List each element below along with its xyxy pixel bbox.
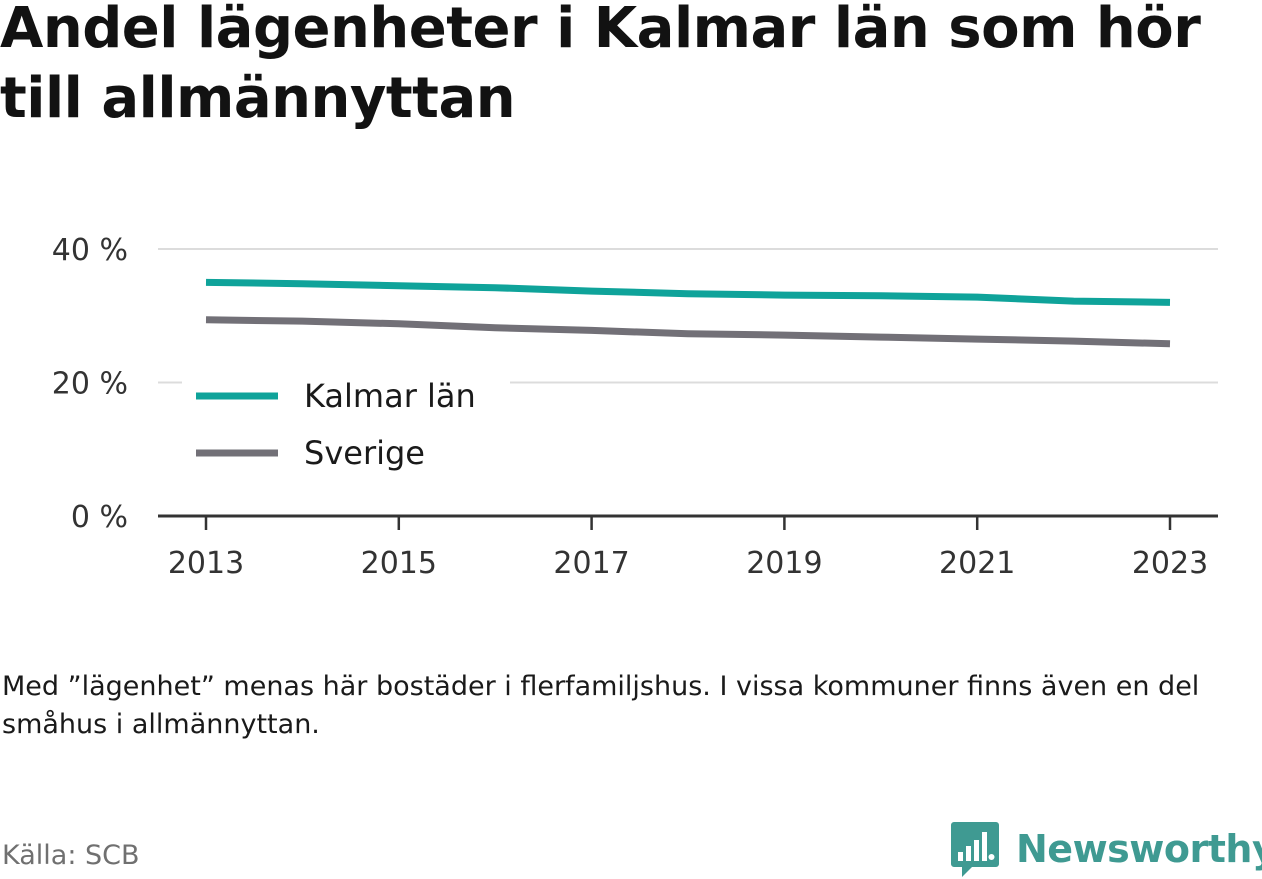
legend-background	[182, 368, 510, 484]
legend-label: Sverige	[304, 434, 425, 472]
source-label: Källa: SCB	[2, 840, 140, 871]
x-tick-label: 2023	[1132, 546, 1208, 581]
newsworthy-logo: Newsworthy	[950, 820, 1262, 878]
chart-title: Andel lägenheter i Kalmar län som hör ti…	[0, 0, 1201, 131]
series-line-sverige	[205, 316, 1171, 348]
legend-label: Kalmar län	[304, 377, 476, 415]
series-line-kalmar	[205, 278, 1171, 306]
y-axis-tick-labels: 0 % 20 % 40 %	[52, 233, 128, 535]
x-tick-label: 2013	[168, 546, 244, 581]
y-tick-label: 20 %	[52, 367, 128, 402]
chart-note: Med ”lägenhet” menas här bostäder i fler…	[2, 671, 1200, 740]
brand-name: Newsworthy	[1016, 827, 1262, 871]
y-tick-label: 0 %	[71, 500, 128, 535]
legend: Kalmar län Sverige	[182, 368, 510, 484]
series-lines	[205, 278, 1171, 348]
gridlines	[158, 248, 1218, 384]
y-tick-label: 40 %	[52, 233, 128, 268]
x-tick-label: 2015	[361, 546, 437, 581]
x-tick-label: 2019	[746, 546, 822, 581]
line-chart: 0 % 20 % 40 % 2013 2015 2017 2019 2021 2023 Kal…	[52, 233, 1218, 581]
x-tick-label: 2021	[939, 546, 1015, 581]
x-axis: 2013 2015 2017 2019 2021 2023	[158, 514, 1218, 581]
x-tick-label: 2017	[553, 546, 629, 581]
bar-chart-icon	[951, 822, 999, 877]
